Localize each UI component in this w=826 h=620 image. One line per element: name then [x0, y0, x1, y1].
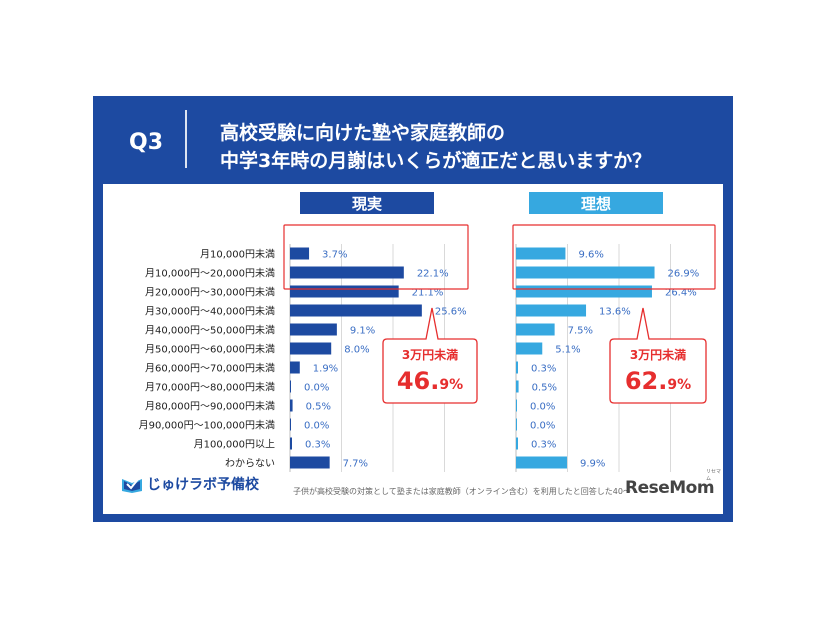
- callout-bubble-1: [382, 307, 478, 404]
- bar-理想: [516, 399, 517, 412]
- data-label: 0.5%: [532, 383, 557, 394]
- data-label: 13.6%: [599, 307, 631, 318]
- bar-現実: [290, 323, 337, 336]
- series-header-1: [300, 192, 434, 214]
- callout-bubble-2: [609, 307, 707, 404]
- infographic-card: Q3 高校受験に向けた塾や家庭教師の 中学3年時の月謝はいくらが適正だと思います…: [93, 96, 733, 522]
- data-label: 0.3%: [531, 440, 556, 451]
- category-label: わからない: [225, 458, 275, 470]
- category-label: 月50,000円～60,000円未満: [145, 344, 275, 356]
- data-label: 0.3%: [531, 364, 556, 375]
- category-label: 月100,000円以上: [194, 439, 275, 451]
- callout-label: 3万円未満: [402, 347, 458, 362]
- category-label: 月80,000円～90,000円未満: [145, 401, 275, 413]
- callout-value-small: 9%: [439, 377, 463, 393]
- category-label: 月20,000円～30,000円未満: [145, 287, 275, 299]
- callout-value-main: 62.: [625, 367, 668, 395]
- data-label: 7.5%: [568, 326, 593, 337]
- bar-現実: [290, 361, 300, 374]
- bar-現実: [290, 304, 422, 317]
- category-label: 月70,000円～80,000円未満: [145, 382, 275, 394]
- data-label: 26.4%: [665, 288, 697, 299]
- series-header-label: 理想: [581, 195, 611, 213]
- bar-現実: [290, 456, 330, 469]
- data-label: 21.1%: [412, 288, 444, 299]
- callout-value: 46.9%: [397, 367, 463, 395]
- bar-理想: [516, 456, 567, 469]
- data-label: 22.1%: [417, 269, 449, 280]
- callout-value-main: 46.: [397, 367, 440, 395]
- callout-value: 62.9%: [625, 367, 691, 395]
- bar-現実: [290, 418, 291, 431]
- category-label: 月90,000円～100,000円未満: [139, 420, 275, 432]
- data-label: 26.9%: [668, 269, 700, 280]
- series-header-label: 現実: [352, 195, 382, 213]
- bar-現実: [290, 342, 332, 355]
- bar-現実: [290, 266, 404, 279]
- data-label: 0.0%: [304, 421, 329, 432]
- data-label: 8.0%: [344, 345, 369, 356]
- callout-label: 3万円未満: [630, 347, 686, 362]
- question-number: Q3: [129, 130, 164, 155]
- footnote: 子供が高校受験の対策として塾または家庭教師（オンライン含む）を利用したと回答した…: [293, 487, 631, 496]
- data-label: 0.3%: [305, 440, 330, 451]
- bar-現実: [290, 380, 291, 393]
- resemom-ruby: リセマム: [706, 469, 722, 482]
- data-label: 5.1%: [555, 345, 580, 356]
- data-label: 0.0%: [304, 383, 329, 394]
- category-label: 月30,000円～40,000円未満: [145, 306, 275, 318]
- data-label: 3.7%: [322, 250, 347, 261]
- data-label: 9.1%: [350, 326, 375, 337]
- bar-理想: [516, 304, 587, 317]
- category-label: 月10,000円未満: [200, 249, 275, 261]
- bar-理想: [516, 361, 518, 374]
- series-header-2: [529, 192, 663, 214]
- callout-value-small: 9%: [667, 377, 691, 393]
- bar-理想: [516, 437, 518, 450]
- question-header: Q3 高校受験に向けた塾や家庭教師の 中学3年時の月謝はいくらが適正だと思います…: [93, 96, 733, 184]
- bar-現実: [290, 437, 292, 450]
- header-divider: [185, 110, 187, 168]
- data-label: 9.9%: [580, 459, 605, 470]
- data-label: 9.6%: [578, 250, 603, 261]
- bar-理想: [516, 285, 652, 298]
- resemom-logo: ReseMom: [625, 478, 715, 498]
- category-label: 月10,000円～20,000円未満: [145, 268, 275, 280]
- category-label: 月60,000円～70,000円未満: [145, 363, 275, 375]
- bar-理想: [516, 418, 517, 431]
- highlight-box-2: [512, 224, 716, 290]
- bar-現実: [290, 247, 310, 260]
- bar-理想: [516, 380, 519, 393]
- logo-book-icon: [122, 477, 142, 493]
- data-label: 0.0%: [530, 421, 555, 432]
- bar-現実: [290, 285, 399, 298]
- bar-現実: [290, 399, 293, 412]
- category-label: 月40,000円～50,000円未満: [145, 325, 275, 337]
- logo-text: じゅけラボ予備校: [147, 477, 259, 493]
- bar-理想: [516, 266, 655, 279]
- question-title-line1: 高校受験に向けた塾や家庭教師の: [220, 122, 506, 144]
- chart-panel: 現実 理想月10,000円未満月10,000円～20,000円未満 月20,000円…: [103, 184, 723, 514]
- bar-chart: 現実 理想月10,000円未満月10,000円～20,000円未満月20,000円…: [139, 192, 716, 472]
- data-label: 25.6%: [435, 307, 467, 318]
- jukelabo-logo: じゅけラボ予備校: [121, 474, 259, 494]
- bar-理想: [516, 342, 543, 355]
- data-label: 0.5%: [306, 402, 331, 413]
- data-label: 7.7%: [343, 459, 368, 470]
- data-label: 0.0%: [530, 402, 555, 413]
- question-title-line2: 中学3年時の月謝はいくらが適正だと思いますか？: [220, 150, 652, 172]
- data-label: 1.9%: [313, 364, 338, 375]
- bar-理想: [516, 247, 566, 260]
- highlight-box-1: [283, 224, 469, 290]
- bar-理想: [516, 323, 555, 336]
